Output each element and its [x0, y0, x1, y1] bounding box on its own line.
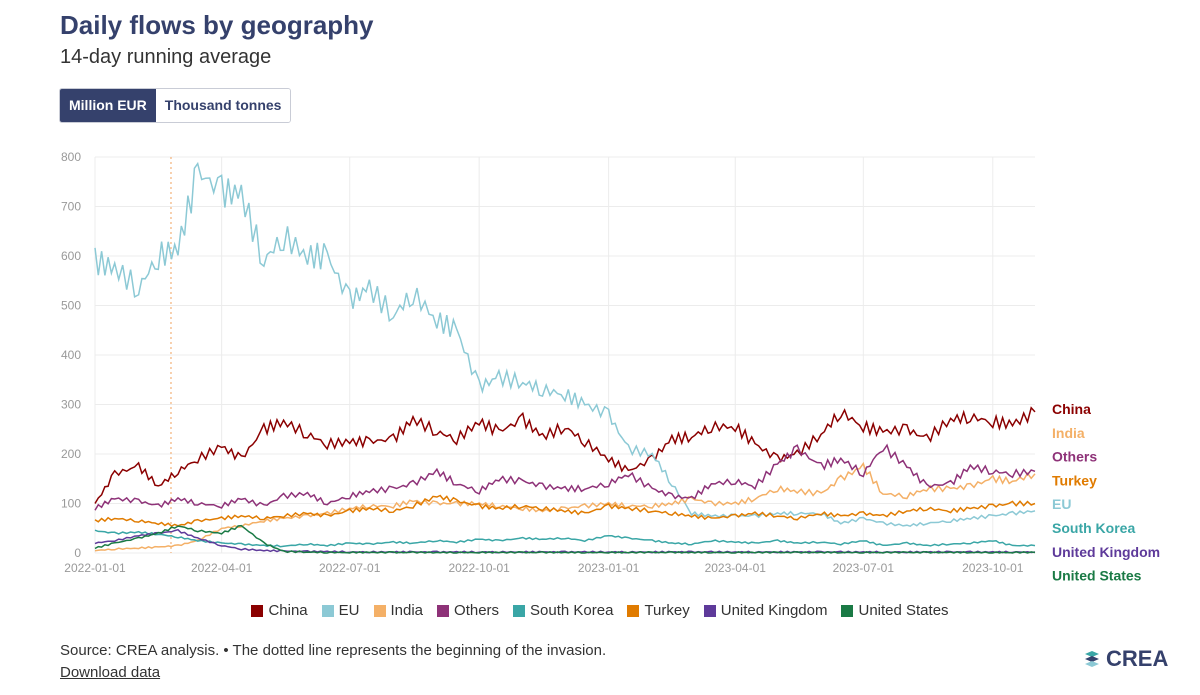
legend-item-china[interactable]: China: [251, 602, 308, 619]
crea-logo-icon: [1085, 651, 1099, 667]
series-line-others: [94, 443, 1036, 511]
end-label-united-states: United States: [1052, 568, 1142, 584]
legend-item-south-korea[interactable]: South Korea: [513, 602, 613, 619]
x-tick-label: 2023-01-01: [578, 561, 640, 575]
crea-logo: CREA: [1082, 646, 1168, 672]
y-tick-label: 800: [61, 150, 81, 164]
end-label-eu: EU: [1052, 496, 1071, 512]
legend-label: United Kingdom: [720, 602, 828, 619]
legend-label: EU: [338, 602, 360, 619]
y-tick-label: 100: [61, 497, 81, 511]
end-label-others: Others: [1052, 449, 1097, 465]
series-line-united-states: [94, 524, 1036, 554]
x-tick-label: 2023-04-01: [705, 561, 767, 575]
y-tick-label: 400: [61, 348, 81, 362]
series-line-china: [94, 406, 1036, 504]
series-line-turkey: [94, 494, 1036, 528]
legend-item-united-states[interactable]: United States: [841, 602, 949, 619]
unit-toggle: Million EUR Thousand tonnes: [59, 88, 292, 123]
series-line-united-kingdom: [94, 528, 1036, 554]
thousand-tonnes-button[interactable]: Thousand tonnes: [155, 89, 291, 122]
legend-label: Others: [454, 602, 500, 619]
legend-item-united-kingdom[interactable]: United Kingdom: [703, 602, 828, 619]
legend-swatch: [703, 604, 716, 617]
x-tick-label: 2022-07-01: [319, 561, 381, 575]
legend-label: China: [268, 602, 308, 619]
legend-swatch: [373, 604, 386, 617]
y-tick-label: 300: [61, 398, 81, 412]
end-label-united-kingdom: United Kingdom: [1052, 544, 1160, 560]
legend-item-india[interactable]: India: [373, 602, 424, 619]
legend-label: India: [390, 602, 424, 619]
legend-label: Turkey: [644, 602, 690, 619]
crea-logo-text: CREA: [1106, 646, 1169, 671]
legend-swatch: [251, 604, 264, 617]
x-tick-label: 2022-04-01: [191, 561, 253, 575]
x-tick-label: 2023-10-01: [962, 561, 1024, 575]
million-eur-button[interactable]: Million EUR: [60, 89, 156, 122]
chart-title: Daily flows by geography: [60, 10, 374, 40]
source-note: Source: CREA analysis. • The dotted line…: [60, 642, 607, 659]
series-line-eu: [94, 161, 1036, 528]
series-line-south-korea: [94, 529, 1036, 548]
legend-swatch: [321, 604, 334, 617]
y-tick-label: 600: [61, 249, 81, 263]
download-data-link[interactable]: Download data: [60, 664, 161, 681]
legend-swatch: [513, 604, 526, 617]
end-label-india: India: [1052, 425, 1085, 441]
y-tick-label: 700: [61, 200, 81, 214]
y-tick-label: 200: [61, 447, 81, 461]
chart-subtitle: 14-day running average: [60, 46, 272, 68]
legend-swatch: [437, 604, 450, 617]
chart-legend: China EU India Others South Korea Turkey Unite…: [0, 602, 1200, 619]
end-label-china: China: [1052, 401, 1091, 417]
legend-item-turkey[interactable]: Turkey: [627, 602, 690, 619]
x-tick-label: 2022-01-01: [64, 561, 126, 575]
legend-swatch: [627, 604, 640, 617]
y-tick-label: 500: [61, 299, 81, 313]
legend-item-others[interactable]: Others: [437, 602, 499, 619]
legend-swatch: [841, 604, 854, 617]
end-label-turkey: Turkey: [1052, 472, 1097, 488]
x-tick-label: 2023-07-01: [833, 561, 895, 575]
legend-label: United States: [858, 602, 949, 619]
series-line-india: [94, 461, 1036, 552]
y-tick-label: 0: [74, 546, 81, 560]
x-tick-label: 2022-10-01: [448, 561, 510, 575]
legend-label: South Korea: [530, 602, 614, 619]
legend-item-eu[interactable]: EU: [321, 602, 360, 619]
line-chart: 0 100 200 300 400 500 600 700 800 2022-01-01 2022-…: [61, 150, 1160, 584]
end-label-south-korea: South Korea: [1052, 520, 1135, 536]
